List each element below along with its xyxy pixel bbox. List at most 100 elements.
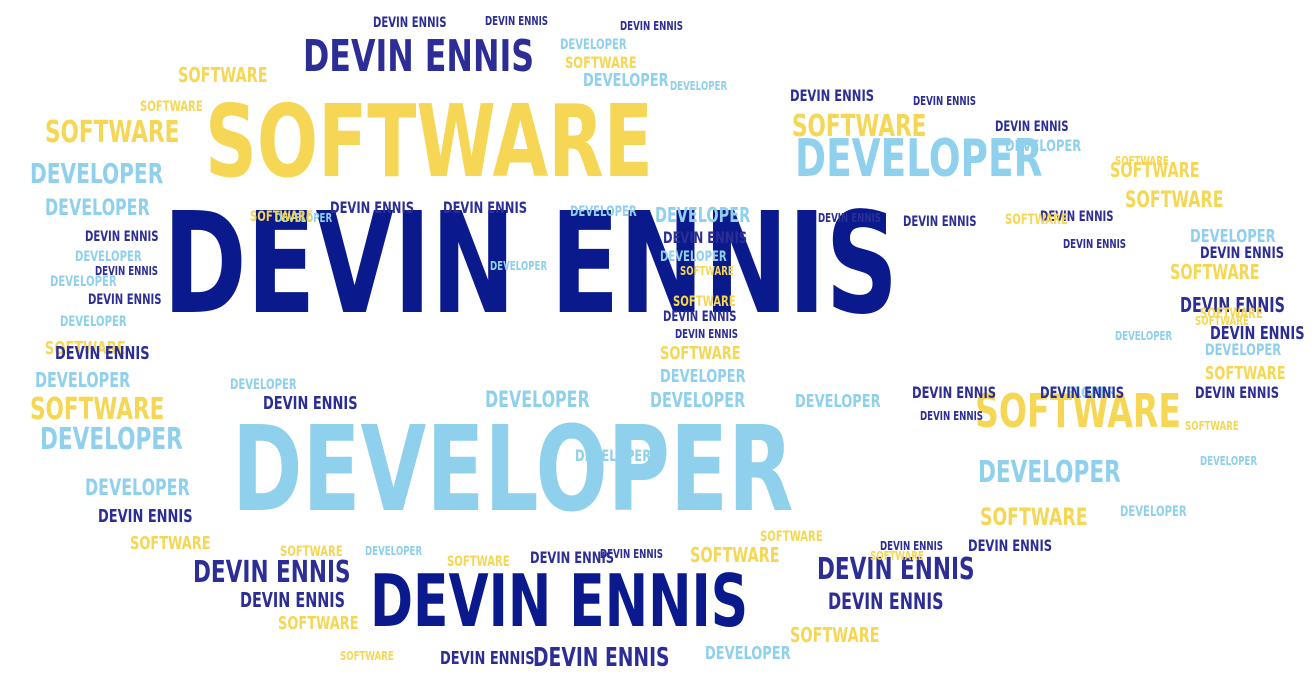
cloud-word-98: SOFTWARE xyxy=(870,549,924,563)
cloud-word-71: DEVIN ENNIS xyxy=(880,539,944,553)
cloud-word-37: DEVELOPER xyxy=(575,446,652,465)
cloud-word-40: DEVIN ENNIS xyxy=(55,343,150,364)
cloud-word-84: SOFTWARE xyxy=(760,529,823,545)
cloud-word-15: DEVELOPER xyxy=(485,388,590,413)
cloud-word-11: DEVELOPER xyxy=(40,422,183,457)
cloud-word-18: DEVIN ENNIS xyxy=(240,588,346,612)
cloud-word-26: SOFTWARE xyxy=(1110,158,1200,182)
cloud-word-85: DEVIN ENNIS xyxy=(95,264,159,278)
cloud-word-64: SOFTWARE xyxy=(1200,306,1263,322)
cloud-word-52: DEVIN ENNIS xyxy=(440,648,535,669)
cloud-word-16: DEVIN ENNIS xyxy=(263,393,358,414)
cloud-word-7: DEVIN ENNIS xyxy=(817,552,975,587)
cloud-word-79: DEVELOPER xyxy=(275,211,333,225)
cloud-word-0: DEVIN ENNIS xyxy=(163,183,899,346)
cloud-word-21: DEVELOPER xyxy=(85,476,190,501)
cloud-word-14: DEVELOPER xyxy=(978,455,1121,490)
cloud-word-6: SOFTWARE xyxy=(975,384,1182,438)
cloud-word-90: DEVELOPER xyxy=(1200,454,1258,468)
cloud-word-61: SOFTWARE xyxy=(565,53,637,72)
cloud-word-75: DEVELOPER xyxy=(75,249,142,265)
cloud-word-28: SOFTWARE xyxy=(1170,260,1260,284)
cloud-word-50: SOFTWARE xyxy=(690,543,780,567)
cloud-word-51: SOFTWARE xyxy=(660,343,741,364)
cloud-word-53: DEVIN ENNIS xyxy=(533,643,670,673)
cloud-word-99: SOFTWARE xyxy=(250,209,313,225)
cloud-word-3: DEVIN ENNIS xyxy=(370,559,749,643)
cloud-word-66: SOFTWARE xyxy=(680,264,734,278)
cloud-word-46: DEVIN ENNIS xyxy=(1195,383,1280,402)
cloud-word-35: DEVIN ENNIS xyxy=(530,548,615,567)
cloud-word-81: DEVELOPER xyxy=(1005,136,1082,155)
cloud-word-104: SOFTWARE xyxy=(1195,314,1249,328)
cloud-word-20: SOFTWARE xyxy=(178,63,268,87)
cloud-word-17: DEVIN ENNIS xyxy=(828,590,944,615)
cloud-word-2: SOFTWARE xyxy=(205,83,653,200)
cloud-word-24: DEVIN ENNIS xyxy=(968,536,1053,555)
cloud-word-95: DEVIN ENNIS xyxy=(1063,237,1127,251)
cloud-word-43: SOFTWARE xyxy=(1205,363,1286,384)
cloud-word-19: DEVELOPER xyxy=(650,388,746,412)
cloud-word-25: SOFTWARE xyxy=(980,503,1088,531)
cloud-word-12: DEVIN ENNIS xyxy=(193,555,351,590)
cloud-word-92: DEVIN ENNIS xyxy=(913,94,977,108)
cloud-word-105: DEVELOPER xyxy=(230,377,297,393)
cloud-word-72: SOFTWARE xyxy=(1005,212,1068,228)
cloud-word-33: DEVIN ENNIS xyxy=(330,198,415,217)
cloud-word-76: DEVIN ENNIS xyxy=(88,292,162,308)
cloud-word-54: DEVIN ENNIS xyxy=(903,214,977,230)
cloud-word-69: DEVIN ENNIS xyxy=(373,15,447,31)
cloud-word-97: DEVIN ENNIS xyxy=(600,547,664,561)
cloud-word-80: DEVIN ENNIS xyxy=(675,327,739,341)
cloud-word-96: DEVIN ENNIS xyxy=(485,14,549,28)
cloud-word-88: SOFTWARE xyxy=(447,554,510,570)
cloud-word-78: SOFTWARE xyxy=(673,294,736,310)
cloud-word-65: DEVELOPER xyxy=(1205,340,1282,359)
cloud-word-22: DEVELOPER xyxy=(45,196,150,221)
cloud-word-67: DEVELOPER xyxy=(490,259,548,273)
cloud-word-49: SOFTWARE xyxy=(278,613,359,634)
cloud-word-10: DEVELOPER xyxy=(30,157,164,190)
cloud-word-73: DEVELOPER xyxy=(50,274,117,290)
cloud-word-74: DEVELOPER xyxy=(60,314,127,330)
cloud-word-77: DEVIN ENNIS xyxy=(663,309,737,325)
cloud-word-9: SOFTWARE xyxy=(45,115,180,150)
cloud-word-29: DEVIN ENNIS xyxy=(790,86,875,105)
cloud-word-59: DEVELOPER xyxy=(583,70,669,91)
cloud-word-4: DEVIN ENNIS xyxy=(303,31,535,82)
cloud-word-100: SOFTWARE xyxy=(140,99,203,115)
cloud-word-63: DEVIN ENNIS xyxy=(663,228,748,247)
cloud-word-39: SOFTWARE xyxy=(45,338,126,359)
cloud-word-57: DEVELOPER xyxy=(660,249,727,265)
cloud-word-70: SOFTWARE xyxy=(790,623,880,647)
cloud-word-5: DEVELOPER xyxy=(795,129,1043,189)
cloud-word-94: DEVIN ENNIS xyxy=(818,211,882,225)
cloud-word-60: DEVIN ENNIS xyxy=(1210,323,1305,344)
cloud-word-93: DEVIN ENNIS xyxy=(920,409,984,423)
cloud-word-34: DEVIN ENNIS xyxy=(443,198,528,217)
cloud-word-101: SOFTWARE xyxy=(1115,154,1169,168)
cloud-word-82: DEVELOPER xyxy=(1120,504,1187,520)
cloud-word-87: DEVELOPER xyxy=(365,544,423,558)
cloud-word-36: DEVIN ENNIS xyxy=(912,383,997,402)
cloud-word-56: DEVELOPER xyxy=(560,37,627,53)
cloud-word-23: DEVIN ENNIS xyxy=(98,506,193,527)
cloud-word-91: SOFTWARE xyxy=(340,649,394,663)
cloud-word-41: DEVIN ENNIS xyxy=(85,229,159,245)
cloud-word-62: DEVIN ENNIS xyxy=(1180,293,1286,317)
cloud-word-106: DEVIN ENNIS xyxy=(620,19,684,33)
cloud-word-103: DEVELOPER xyxy=(670,79,728,93)
cloud-word-68: SOFTWARE xyxy=(280,544,343,560)
cloud-word-8: SOFTWARE xyxy=(792,109,927,144)
cloud-word-89: DEVELOPER xyxy=(1115,329,1173,343)
cloud-word-42: DEVELOPER xyxy=(1040,383,1117,402)
cloud-word-55: DEVIN ENNIS xyxy=(995,119,1069,135)
cloud-word-1: DEVELOPER xyxy=(232,400,794,538)
cloud-word-58: DEVELOPER xyxy=(705,643,791,664)
cloud-word-30: DEVELOPER xyxy=(655,203,751,227)
cloud-word-102: SOFTWARE xyxy=(1185,419,1239,433)
cloud-word-31: DEVELOPER xyxy=(795,391,881,412)
cloud-word-44: DEVELOPER xyxy=(1190,226,1276,247)
cloud-word-38: DEVELOPER xyxy=(660,366,746,387)
